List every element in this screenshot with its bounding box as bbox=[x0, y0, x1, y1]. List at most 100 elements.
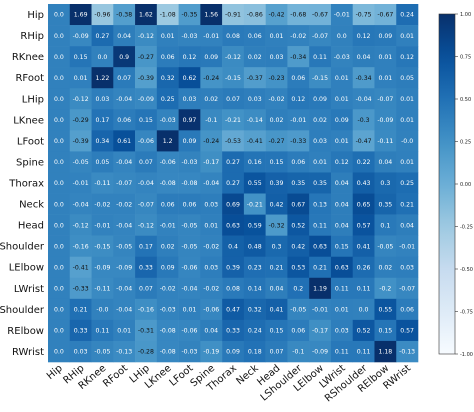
heatmap-cell-relbow-lknee bbox=[156, 319, 179, 342]
cell-value-label: 0.11 bbox=[335, 349, 349, 356]
cell-value-label: -0.38 bbox=[116, 12, 132, 19]
cell-value-label: 0.01 bbox=[335, 75, 349, 82]
cell-value-label: 0.35 bbox=[291, 180, 305, 187]
heatmap-cell-rhip-rfoot bbox=[113, 25, 136, 47]
heatmap-cell-neck-lknee bbox=[156, 193, 179, 215]
cell-value-label: -0.03 bbox=[181, 159, 197, 166]
heatmap-cell-lwrist-lhip bbox=[135, 277, 158, 300]
heatmap-cell-hip-neck bbox=[243, 4, 266, 26]
cell-value-label: -0.11 bbox=[94, 285, 110, 292]
heatmap-cell-rknee-spine bbox=[200, 46, 223, 68]
heatmap-cell-lfoot-thorax bbox=[222, 130, 245, 152]
row-label-rshoulder: RShoulder bbox=[0, 305, 45, 316]
cell-value-label: -0.32 bbox=[269, 222, 285, 229]
cell-value-label: 0.12 bbox=[335, 159, 349, 166]
heatmap-cell-lshoulder-rshoulder bbox=[352, 235, 375, 258]
cell-value-label: 0.02 bbox=[248, 54, 262, 61]
cell-value-label: -0.1 bbox=[292, 349, 304, 356]
heatmap-cell-lhip-spine bbox=[200, 88, 223, 110]
heatmap-cell-lwrist-lshoulder bbox=[287, 277, 310, 300]
cell-value-label: -0.08 bbox=[160, 328, 176, 335]
heatmap-cell-rknee-hip bbox=[48, 46, 71, 68]
heatmap-cell-rknee-rfoot bbox=[113, 46, 136, 68]
heatmap-cell-relbow-head bbox=[265, 319, 288, 342]
cell-value-label: -0.75 bbox=[356, 12, 372, 19]
cell-value-label: 0.39 bbox=[270, 180, 284, 187]
heatmap-cell-hip-lwrist bbox=[330, 4, 353, 26]
heatmap-cell-rshoulder-head bbox=[265, 298, 288, 321]
heatmap-cell-thorax-spine bbox=[200, 172, 223, 194]
cell-value-label: 0.07 bbox=[117, 75, 131, 82]
heatmap-cell-spine-relbow bbox=[374, 151, 397, 173]
heatmap-cell-lelbow-lelbow bbox=[309, 256, 332, 279]
cell-value-label: -0.04 bbox=[116, 307, 132, 314]
heatmap-cell-thorax-rwrist bbox=[396, 172, 419, 194]
cell-value-label: -0.01 bbox=[334, 12, 350, 19]
cell-value-label: -0.04 bbox=[356, 96, 372, 103]
heatmap-cell-rshoulder-lhip bbox=[135, 298, 158, 321]
heatmap-cell-rhip-lshoulder bbox=[287, 25, 310, 47]
heatmap-cell-neck-hip bbox=[48, 193, 71, 215]
cell-value-label: -0.02 bbox=[290, 33, 306, 40]
heatmap-cell-lknee-lelbow bbox=[309, 109, 332, 131]
cell-value-label: 0.41 bbox=[357, 243, 371, 250]
heatmap-cell-lknee-rshoulder bbox=[352, 109, 375, 131]
heatmap-cell-rshoulder-lwrist bbox=[330, 298, 353, 321]
heatmap-cell-lwrist-head bbox=[265, 277, 288, 300]
heatmap-cell-rhip-relbow bbox=[374, 25, 397, 47]
cell-value-label: 0.05 bbox=[400, 75, 414, 82]
cell-value-label: 0.55 bbox=[248, 180, 262, 187]
heatmap-cell-neck-lhip bbox=[135, 193, 158, 215]
heatmap-cell-hip-lhip bbox=[135, 4, 158, 26]
heatmap-cell-rwrist-rwrist bbox=[396, 340, 419, 363]
cell-value-label: 0.01 bbox=[161, 33, 175, 40]
heatmap-cell-neck-relbow bbox=[374, 193, 397, 215]
cell-value-label: 0.02 bbox=[204, 96, 218, 103]
cell-value-label: -0.02 bbox=[203, 285, 219, 292]
heatmap-cell-rhip-rwrist bbox=[396, 25, 419, 47]
cell-value-label: 0.53 bbox=[291, 264, 305, 271]
row-label-hip: Hip bbox=[27, 10, 44, 21]
heatmap-cell-lshoulder-rfoot bbox=[113, 235, 136, 258]
cell-value-label: 0.01 bbox=[183, 307, 197, 314]
cell-value-label: -0.17 bbox=[312, 328, 328, 335]
heatmap-cell-thorax-lfoot bbox=[178, 172, 201, 194]
heatmap-cell-thorax-rfoot bbox=[113, 172, 136, 194]
heatmap-cell-rhip-lwrist bbox=[330, 25, 353, 47]
heatmap-cell-lknee-hip bbox=[48, 109, 71, 131]
cell-value-label: 0.01 bbox=[400, 159, 414, 166]
heatmap-cell-rwrist-lwrist bbox=[330, 340, 353, 363]
cell-value-label: 0.0 bbox=[97, 54, 107, 61]
heatmap-cell-lfoot-lfoot bbox=[178, 130, 201, 152]
heatmap-cell-lelbow-rfoot bbox=[113, 256, 136, 279]
cell-value-label: -0.08 bbox=[181, 180, 197, 187]
heatmap-cell-relbow-thorax bbox=[222, 319, 245, 342]
heatmap-cell-neck-lelbow bbox=[309, 193, 332, 215]
heatmap-cell-neck-spine bbox=[200, 193, 223, 215]
cell-value-label: -0.07 bbox=[399, 285, 415, 292]
heatmap-cell-lshoulder-rwrist bbox=[396, 235, 419, 258]
cell-value-label: 0.14 bbox=[248, 285, 262, 292]
cell-value-label: 0.11 bbox=[313, 222, 327, 229]
heatmap-cell-lwrist-rhip bbox=[69, 277, 92, 300]
cell-value-label: -0.86 bbox=[247, 12, 263, 19]
heatmap-cell-lwrist-rshoulder bbox=[352, 277, 375, 300]
cell-value-label: 0.02 bbox=[161, 243, 175, 250]
cell-value-label: -0.08 bbox=[160, 349, 176, 356]
heatmap-cell-lhip-relbow bbox=[374, 88, 397, 110]
heatmap-cell-neck-rshoulder bbox=[352, 193, 375, 215]
heatmap-cell-hip-rwrist bbox=[396, 4, 419, 26]
cell-value-label: 0.97 bbox=[183, 117, 197, 124]
cell-value-label: 1.56 bbox=[204, 12, 218, 19]
heatmap-cell-lwrist-lfoot bbox=[178, 277, 201, 300]
heatmap-cell-thorax-lelbow bbox=[309, 172, 332, 194]
heatmap-cell-lknee-rfoot bbox=[113, 109, 136, 131]
cell-value-label: -0.12 bbox=[73, 222, 89, 229]
cell-value-label: 1.69 bbox=[74, 12, 88, 19]
heatmap-cell-neck-rhip bbox=[69, 193, 92, 215]
heatmap-cell-lelbow-lwrist bbox=[330, 256, 353, 279]
heatmap-cell-rfoot-rfoot bbox=[113, 67, 136, 89]
heatmap-cell-spine-rshoulder bbox=[352, 151, 375, 173]
colorbar-tick-label: -0.25 bbox=[460, 224, 473, 230]
cell-value-label: -0.24 bbox=[203, 138, 219, 145]
